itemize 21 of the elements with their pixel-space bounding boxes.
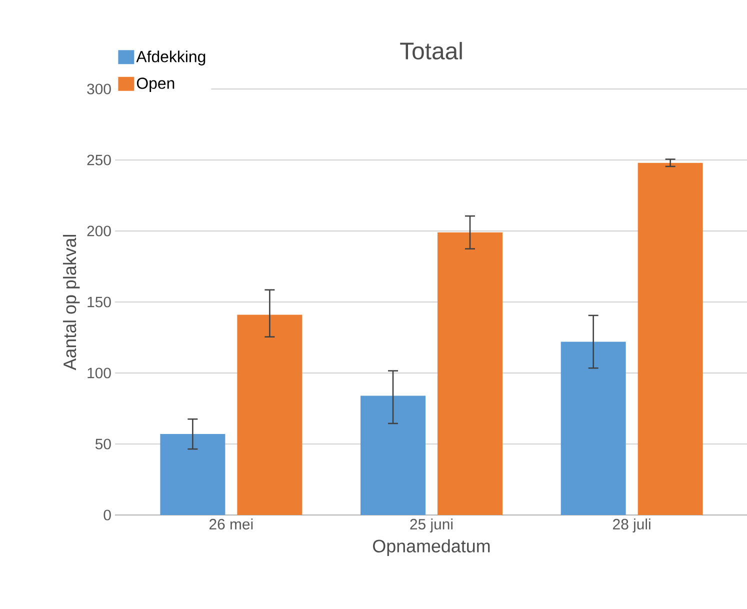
y-tick-label: 0 [104, 510, 111, 520]
x-tick-label: 28 juli [613, 518, 650, 532]
y-tick-label: 50 [95, 438, 111, 450]
bar [237, 314, 302, 515]
chart-title: Totaal [400, 42, 462, 60]
y-tick-label: 100 [88, 368, 111, 378]
x-axis-title: Opnamedatum [373, 539, 490, 556]
y-axis-title: Aantal op plakval [62, 234, 80, 370]
bar [160, 434, 226, 515]
bar [360, 396, 426, 515]
y-tick-label: 250 [87, 154, 111, 166]
y-tick-label: 300 [87, 84, 111, 94]
bar [438, 232, 503, 515]
x-tick-label: 25 juni [410, 518, 452, 532]
x-tick-label: 26 mei [210, 518, 253, 530]
legend-label: Afdekking [136, 50, 206, 66]
bar [638, 162, 703, 515]
bar [560, 342, 626, 515]
y-tick-label: 200 [87, 226, 111, 236]
y-tick-label: 150 [88, 296, 111, 308]
legend-label: Open [136, 78, 174, 92]
